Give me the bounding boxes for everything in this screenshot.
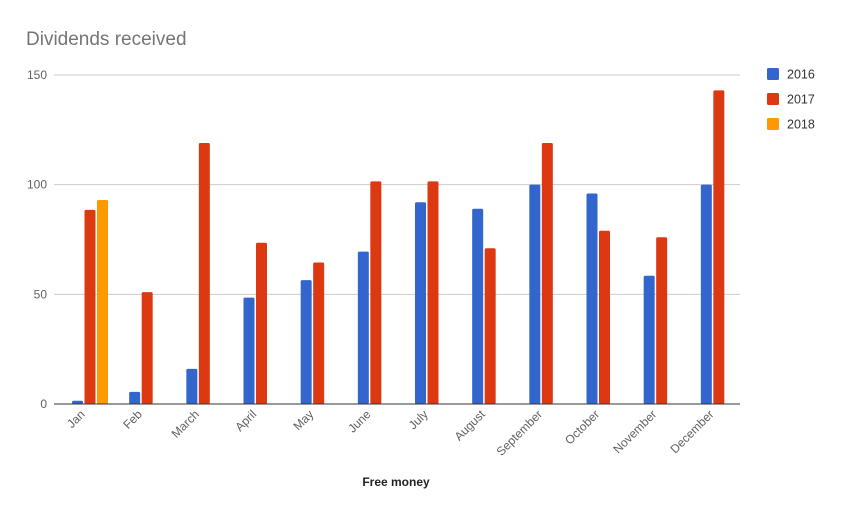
legend: 2016 2017 2018 [767, 68, 815, 132]
bar-2017-november [656, 237, 668, 404]
chart-title: Dividends received [26, 29, 187, 50]
bar-2017-august [484, 248, 496, 404]
legend-swatch-2017 [767, 93, 779, 105]
x-axis-title: Free money [362, 475, 430, 489]
bar-2017-march [198, 142, 210, 404]
bar-2016-feb [129, 391, 141, 404]
x-tick-label: April [232, 407, 259, 434]
x-tick-label: Feb [120, 407, 145, 432]
y-tick-label: 50 [34, 287, 48, 301]
x-tick-label: Jan [64, 407, 88, 431]
bar-2016-september [529, 184, 541, 404]
x-tick-label: July [406, 407, 431, 432]
bar-2016-october [586, 193, 598, 404]
legend-label-2016: 2016 [787, 68, 815, 82]
bar-2017-april [256, 242, 267, 404]
bar-2017-jan [84, 209, 96, 404]
bar-2016-april [243, 297, 255, 404]
bar-2017-june [370, 181, 382, 404]
legend-label-2017: 2017 [787, 93, 815, 107]
x-tick-label: May [290, 407, 316, 433]
x-tick-label: June [345, 407, 374, 436]
x-tick-label: September [494, 407, 545, 458]
x-tick-label: October [562, 407, 602, 447]
bar-2017-feb [141, 292, 153, 404]
bars [72, 90, 725, 404]
bar-2016-july [415, 202, 426, 404]
x-tick-label: March [169, 407, 202, 440]
bar-2017-october [599, 230, 610, 404]
legend-swatch-2016 [767, 68, 779, 80]
x-tick-label: December [667, 407, 716, 456]
bar-2017-december [713, 90, 725, 404]
bar-2016-jan [72, 400, 83, 404]
x-tick-label: August [452, 407, 489, 444]
bar-2016-may [300, 280, 312, 404]
bar-2018-jan [97, 200, 108, 404]
y-tick-label: 150 [27, 68, 47, 82]
y-tick-label: 100 [27, 178, 47, 192]
y-axis-ticks: 0 50 100 150 [27, 68, 47, 411]
bar-2016-june [357, 251, 369, 404]
bar-2017-may [313, 262, 325, 404]
bar-2016-november [643, 275, 655, 404]
bar-2017-july [427, 181, 439, 404]
legend-label-2018: 2018 [787, 118, 815, 132]
bar-2016-march [186, 368, 198, 404]
legend-swatch-2018 [767, 118, 779, 130]
x-tick-label: November [610, 407, 659, 456]
bar-2016-august [472, 208, 484, 404]
bar-2016-december [700, 184, 712, 404]
y-tick-label: 0 [40, 397, 47, 411]
gridlines [54, 74, 740, 295]
x-axis-ticks: Jan Feb March April May June July August Septemb… [64, 407, 716, 459]
bar-2017-september [541, 142, 553, 404]
